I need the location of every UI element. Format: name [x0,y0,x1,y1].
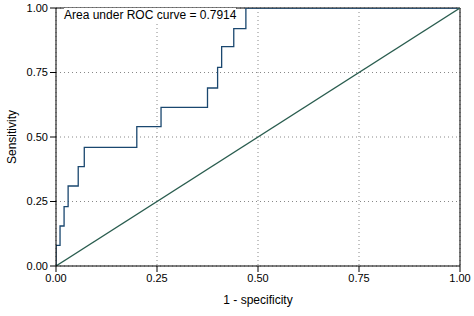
svg-text:1.00: 1.00 [449,272,466,284]
svg-text:0.50: 0.50 [27,131,48,143]
svg-text:0.00: 0.00 [27,260,48,272]
html-text:Area under ROC curve = 0.7914: Area under ROC curve = 0.7914 [64,8,237,22]
svg-text:0.75: 0.75 [27,66,48,78]
svg-text:0.50: 0.50 [247,272,268,284]
svg-text:0.25: 0.25 [146,272,167,284]
svg-text:Sensitivity: Sensitivity [8,110,19,164]
svg-text:0.75: 0.75 [348,272,369,284]
svg-text:0.25: 0.25 [27,195,48,207]
svg-text:1.00: 1.00 [27,2,48,14]
svg-text:0.00: 0.00 [45,272,66,284]
svg-text:1 - specificity: 1 - specificity [223,293,292,307]
